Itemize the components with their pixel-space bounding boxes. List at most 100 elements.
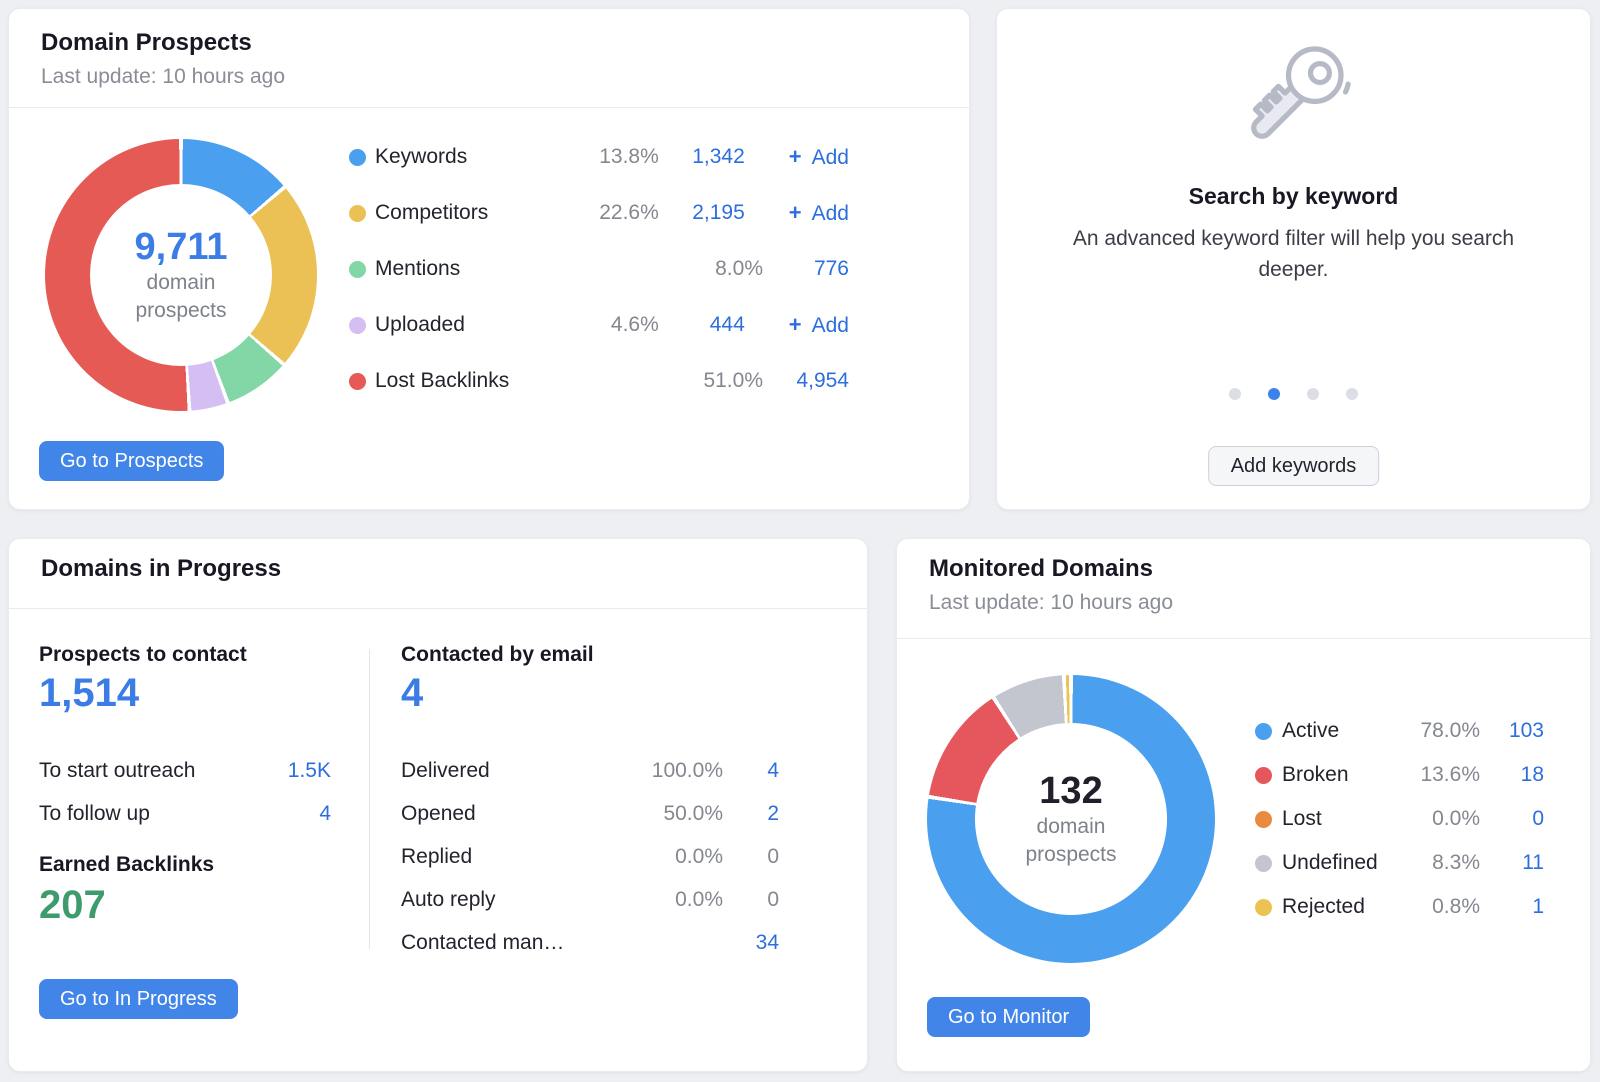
monitor-donut-chart: 132 domain prospects [927,675,1215,963]
legend-row-broken: Broken 13.6% 18 [1255,761,1544,789]
legend-percent: 22.6% [599,201,659,224]
carousel-dot-1[interactable] [1229,388,1241,400]
legend-value-link[interactable]: 103 [1508,719,1544,742]
donut-total: 132 [1039,770,1103,812]
row-percent: 100.0% [651,759,723,782]
legend-value-link[interactable]: 1 [1532,895,1544,918]
to-follow-up-row: To follow up 4 [39,800,331,828]
legend-percent: 0.0% [1432,807,1480,830]
row-percent: 0.0% [675,845,723,868]
legend-percent: 13.8% [599,145,659,168]
row-value-link[interactable]: 4 [767,759,779,782]
legend-row-undefined: Undefined 8.3% 11 [1255,849,1544,877]
legend-value-link[interactable]: 4,954 [796,369,849,392]
row-label: Replied [401,845,473,868]
legend-row-lost-backlinks: Lost Backlinks 51.0% 4,954 [349,367,849,395]
donut-label-line2: prospects [1025,843,1117,866]
legend-value-link[interactable]: 18 [1520,763,1544,786]
add-label: Add [811,202,849,225]
legend-label: Uploaded [375,313,465,336]
legend-value-link[interactable]: 776 [813,257,849,280]
lost-dot-icon [1255,810,1272,828]
donut-label-line1: domain [146,271,216,294]
legend-row-active: Active 78.0% 103 [1255,717,1544,745]
keywords-dot-icon [349,148,366,166]
replied-row: Replied 0.0% 0 [401,843,779,871]
carousel-dots [997,388,1590,400]
go-to-in-progress-button[interactable]: Go to In Progress [39,979,238,1019]
legend-label: Broken [1282,763,1349,786]
legend-row-keywords: Keywords 13.8% 1,342 + Add [349,143,849,171]
search-by-keyword-card: Search by keyword An advanced keyword fi… [996,8,1591,510]
row-value-link[interactable]: 2 [767,802,779,825]
contacted-by-email-total: 4 [401,671,424,715]
row-label: Auto reply [401,888,496,911]
legend-label: Active [1282,719,1340,742]
active-dot-icon [1255,722,1272,740]
lost-backlinks-dot-icon [349,372,366,390]
legend-row-competitors: Competitors 22.6% 2,195 + Add [349,199,849,227]
carousel-dot-4[interactable] [1346,388,1358,400]
competitors-dot-icon [349,204,366,222]
legend-value-link[interactable]: 0 [1532,807,1544,830]
legend-value-link[interactable]: 2,195 [692,201,745,224]
row-label: To follow up [39,802,150,825]
donut-label-line2: prospects [135,299,227,322]
add-label: Add [811,314,849,337]
to-start-outreach-row: To start outreach 1.5K [39,757,331,785]
add-competitors-link[interactable]: + Add [745,200,849,226]
legend-percent: 8.3% [1432,851,1480,874]
earned-backlinks-total: 207 [39,883,106,927]
donut-center: 132 domain prospects [975,723,1167,915]
domain-prospects-card: Domain Prospects Last update: 10 hours a… [8,8,970,510]
row-value-link[interactable]: 1.5K [287,759,331,782]
prospects-to-contact-total: 1,514 [39,671,140,715]
prospects-legend: Keywords 13.8% 1,342 + Add Competitors 22… [349,143,849,395]
go-to-monitor-button[interactable]: Go to Monitor [927,997,1091,1037]
delivered-row: Delivered 100.0% 4 [401,757,779,785]
add-keywords-button[interactable]: Add keywords [1207,446,1380,486]
add-label: Add [811,146,849,169]
key-icon [1250,46,1351,139]
row-value-link[interactable]: 4 [319,802,331,825]
legend-value-link[interactable]: 1,342 [692,145,745,168]
row-label: To start outreach [39,759,196,782]
auto-reply-row: Auto reply 0.0% 0 [401,886,779,914]
monitored-domains-card: Monitored Domains Last update: 10 hours … [896,538,1591,1072]
broken-dot-icon [1255,766,1272,784]
row-value: 0 [767,888,779,911]
keyword-description-line2: deeper. [1258,258,1329,281]
prospects-to-contact-heading: Prospects to contact [39,643,247,666]
last-update-text: Last update: 10 hours ago [929,591,1174,614]
add-uploaded-link[interactable]: + Add [745,312,849,338]
row-value: 0 [767,845,779,868]
legend-label: Rejected [1282,895,1365,918]
row-value-link[interactable]: 34 [755,931,779,954]
uploaded-dot-icon [349,316,366,334]
carousel-dot-3[interactable] [1307,388,1319,400]
card-title: Domains in Progress [41,555,282,582]
row-label: Contacted man… [401,931,565,954]
carousel-dot-2[interactable] [1268,388,1280,400]
undefined-dot-icon [1255,854,1272,872]
rejected-dot-icon [1255,898,1272,916]
legend-percent: 0.8% [1432,895,1480,918]
last-update-text: Last update: 10 hours ago [41,65,286,88]
column-divider [369,649,370,949]
keyword-card-title: Search by keyword [1188,183,1399,209]
add-keywords-link[interactable]: + Add [745,144,849,170]
legend-label: Mentions [375,257,461,280]
card-title: Monitored Domains [929,555,1154,582]
legend-value-link[interactable]: 444 [709,313,745,336]
card-title: Domain Prospects [41,29,252,56]
plus-icon: + [788,312,802,337]
legend-row-mentions: Mentions 8.0% 776 [349,255,849,283]
legend-percent: 13.6% [1420,763,1480,786]
earned-backlinks-heading: Earned Backlinks [39,853,215,876]
go-to-prospects-button[interactable]: Go to Prospects [39,441,225,481]
legend-label: Lost [1282,807,1322,830]
legend-value-link[interactable]: 11 [1522,851,1544,874]
donut-label-line1: domain [1036,815,1106,838]
legend-percent: 4.6% [610,313,659,336]
